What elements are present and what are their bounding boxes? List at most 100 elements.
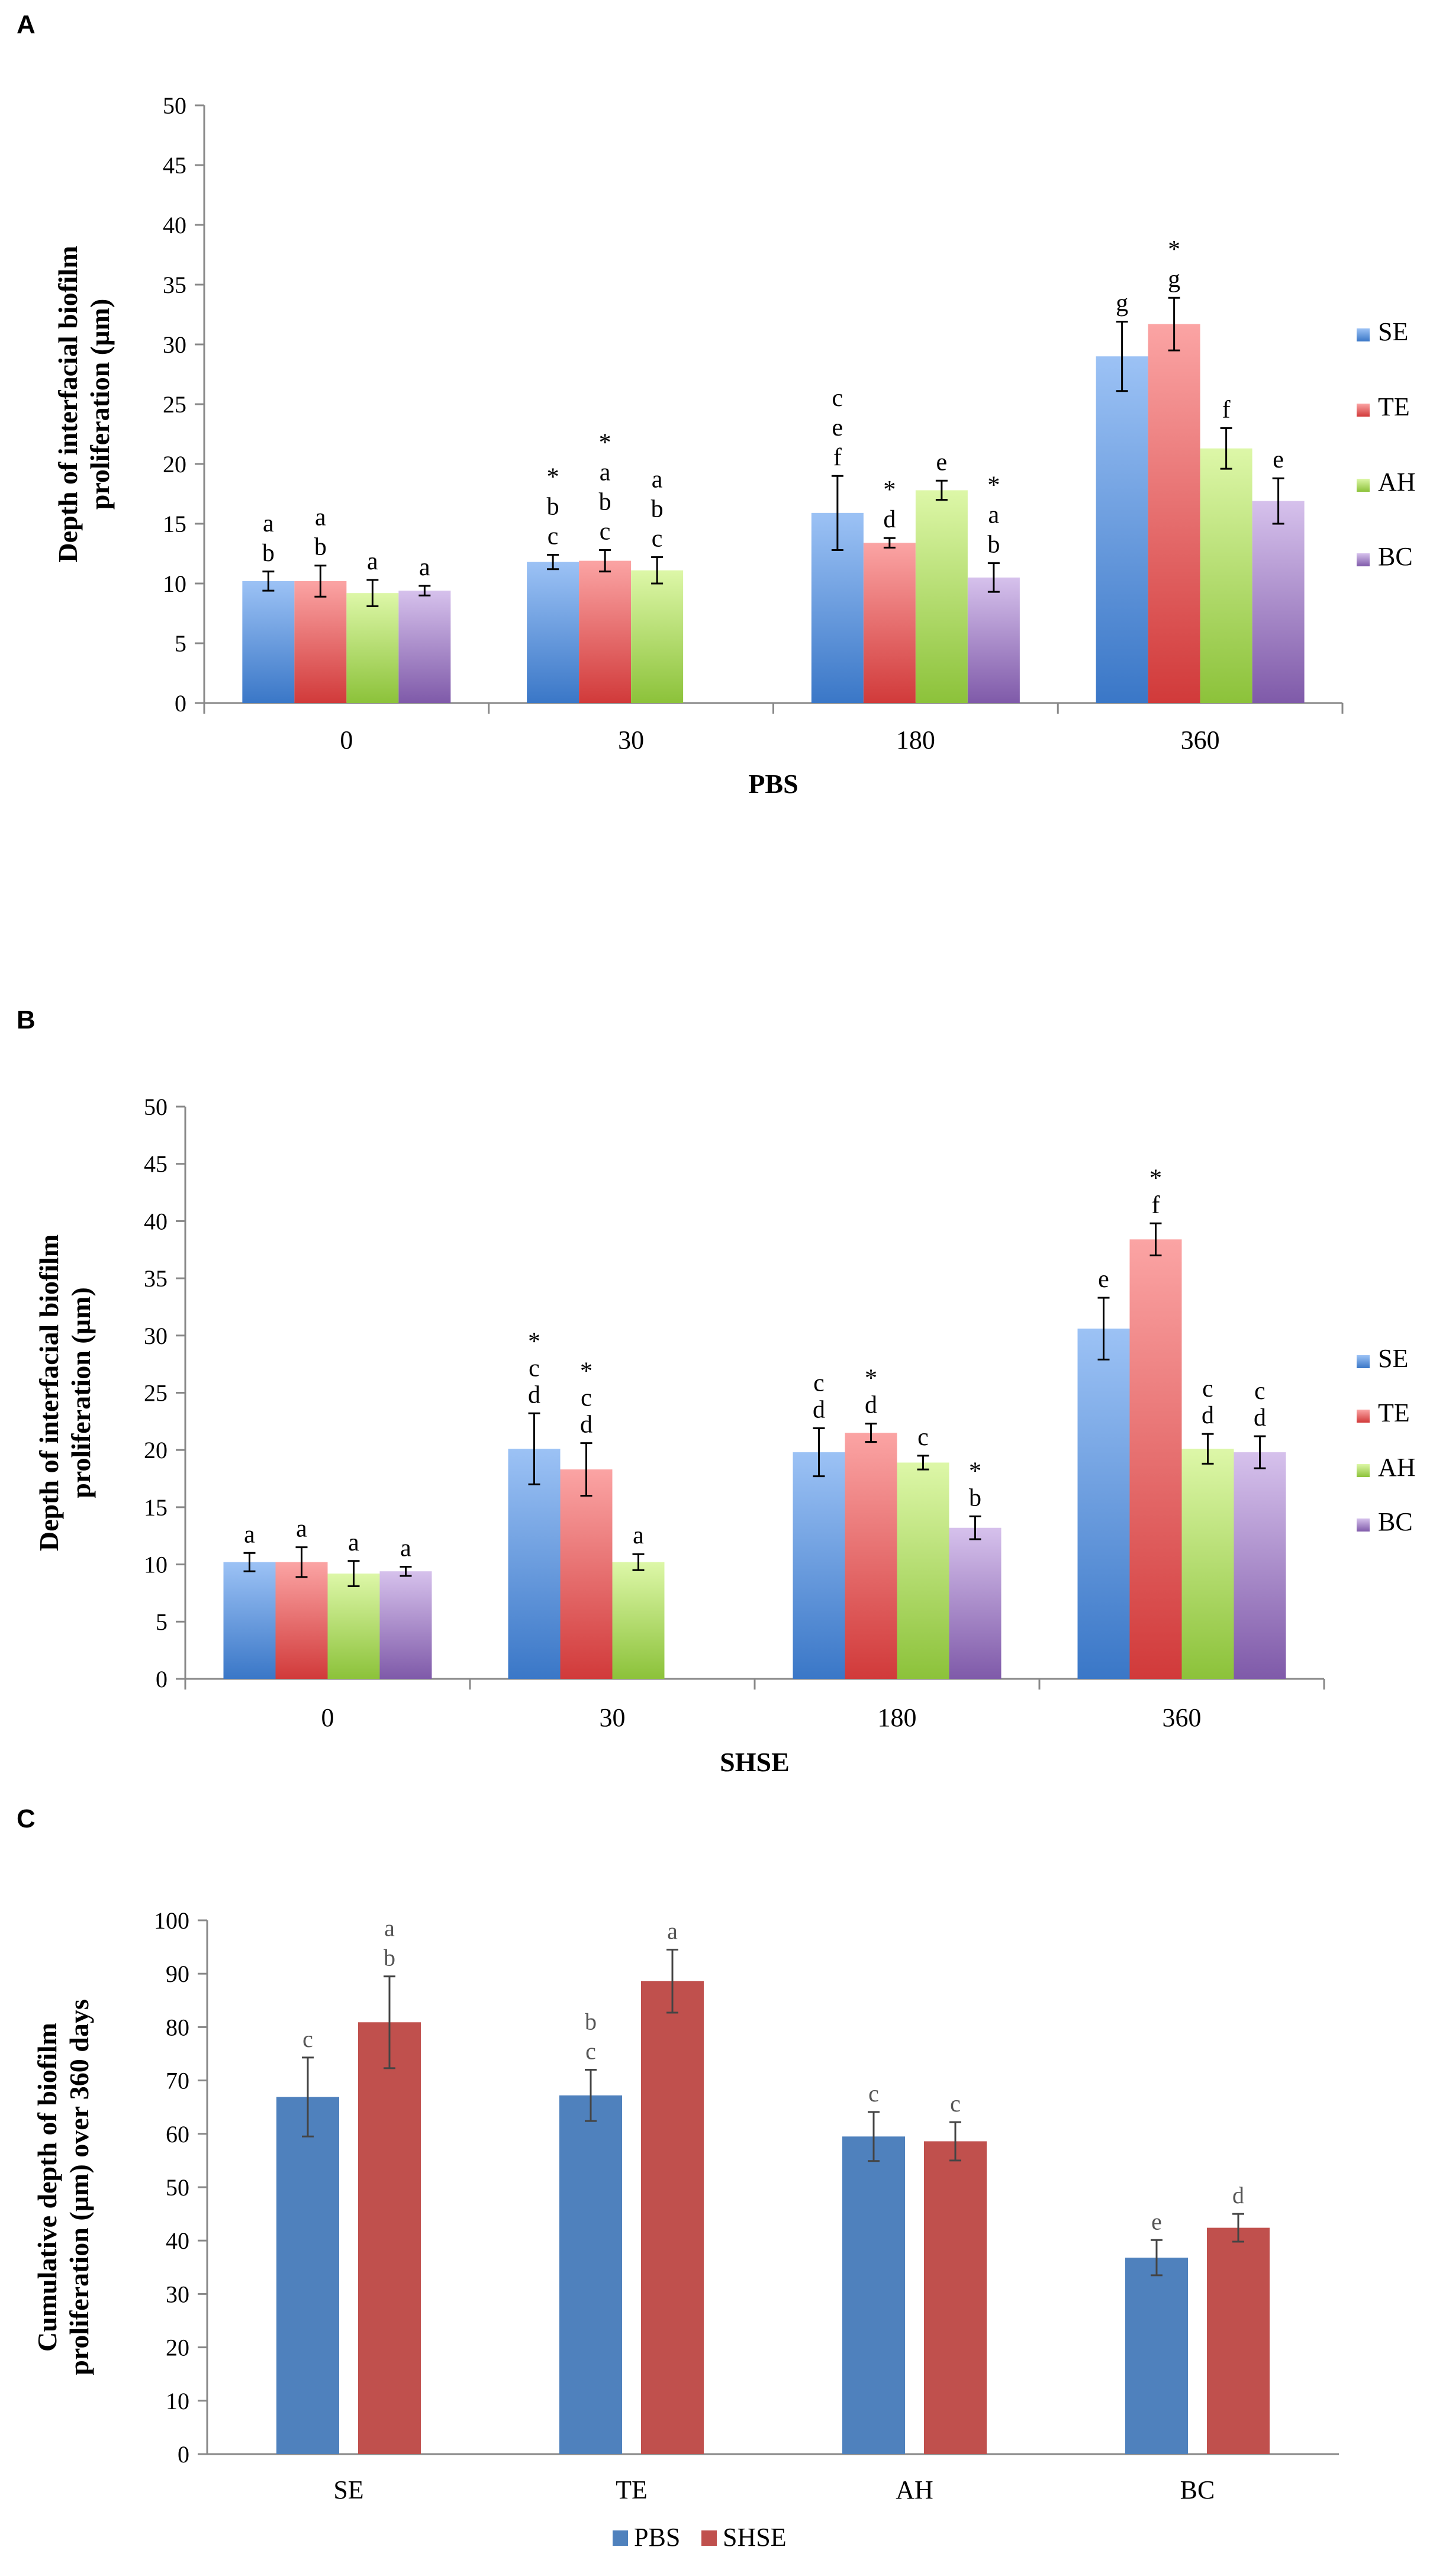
bar-TE-30 [560,1469,613,1679]
significance-label: b [987,531,1000,559]
y-axis-title: Depth of interfacial biofilmproliferatio… [53,246,115,562]
chart-panel-C: C 0 10 20 30 40 50 60 70 80 90 100 SE TE AH BC Cumulativ… [17,1804,1339,2552]
significance-label: b [969,1484,981,1511]
significance-label: b [547,494,559,521]
legend-label-TE: TE [1378,1398,1410,1427]
y-tick-label: 90 [166,1961,189,1987]
legend-swatch-PBS [613,2530,628,2546]
significance-label: c [1202,1375,1213,1403]
y-tick-label: 15 [163,511,186,537]
significance-label: * [599,429,611,456]
significance-label: a [315,504,326,531]
y-tick-label: 20 [166,2335,189,2361]
bar-BC-180 [949,1527,1002,1679]
legend-label-SE: SE [1378,317,1408,346]
significance-label: * [1168,236,1180,263]
y-tick-label: 25 [163,391,186,418]
significance-label: g [1116,290,1128,317]
x-tick-label: 30 [600,1703,626,1732]
x-tick-label: 0 [321,1703,334,1732]
significance-label: d [528,1381,540,1408]
significance-label: d [883,506,896,533]
legend-swatch-BC [1357,553,1370,566]
significance-label: c [813,1369,825,1397]
x-tick-label: 360 [1162,1703,1202,1732]
significance-label: b [651,496,664,523]
significance-label: * [580,1358,592,1385]
bar-AH-360 [1200,448,1252,703]
bar-SE-30 [508,1449,561,1679]
significance-label: * [987,472,1000,499]
significance-label: g [1168,266,1180,293]
significance-label: a [296,1516,307,1543]
bar-AH-0 [327,1574,380,1679]
significance-label: a [988,502,1000,529]
y-tick-label: 25 [144,1380,168,1407]
significance-label: a [367,548,378,575]
legend-label-AH: AH [1378,468,1416,496]
bar-TE-30 [579,560,632,703]
bar-PBS-BC [1125,2258,1188,2454]
y-tick-label: 0 [156,1666,168,1692]
significance-label: a [400,1534,411,1562]
chart-panel-A: A 0 5 10 15 20 25 30 35 40 45 50 0 30 180 360 PBS Depth o… [17,10,1416,799]
y-tick-label: 45 [163,152,186,179]
significance-label: f [833,444,842,471]
significance-label: a [244,1521,255,1548]
significance-label: c [585,2038,596,2065]
significance-label: f [1152,1191,1160,1218]
y-tick-label: 30 [163,331,186,358]
legend-swatch-AH [1357,479,1370,492]
bar-AH-180 [915,490,968,703]
legend-swatch-TE [1357,1410,1370,1423]
significance-label: a [263,510,274,537]
bar-SHSE-SE [358,2022,421,2454]
significance-label: d [580,1411,592,1439]
significance-label: a [633,1522,644,1549]
legend-swatch-AH [1357,1464,1370,1477]
x-tick-label: AH [896,2475,933,2504]
legend-label-BC: BC [1378,542,1413,571]
significance-label: c [600,518,611,545]
y-tick-label: 10 [166,2388,189,2414]
y-tick-label: 50 [166,2174,189,2201]
bar-PBS-TE [559,2095,622,2454]
y-tick-label: 10 [163,570,186,597]
x-tick-label: 0 [340,726,353,755]
bar-AH-30 [612,1562,665,1679]
significance-label: c [868,2080,879,2107]
significance-label: b [384,1945,395,1971]
y-axis-title-line: Cumulative depth of biofilm [32,2023,62,2352]
significance-label: d [1232,2182,1244,2209]
significance-label: f [1222,396,1231,423]
panel-letter: A [17,10,36,39]
significance-label: d [1254,1404,1266,1432]
bar-BC-0 [398,591,451,703]
significance-label: c [950,2090,961,2117]
bar-AH-360 [1181,1449,1234,1679]
bar-AH-0 [346,593,399,703]
x-tick-label: SE [333,2475,363,2504]
y-tick-label: 40 [144,1208,168,1234]
significance-label: c [917,1424,929,1451]
y-tick-label: 50 [163,92,186,119]
significance-label: c [302,2026,313,2052]
significance-label: d [813,1396,825,1423]
y-axis-title-line: proliferation (µm) [85,299,115,510]
bar-BC-180 [967,577,1020,703]
bar-PBS-AH [842,2136,905,2454]
y-axis-title: Depth of interfacial biofilmproliferatio… [34,1234,96,1551]
y-tick-label: 0 [178,2441,189,2468]
bar-TE-360 [1129,1239,1182,1679]
bar-SE-360 [1096,356,1148,703]
bar-SHSE-TE [641,1981,704,2454]
bar-BC-360 [1252,501,1305,703]
significance-label: * [547,464,559,491]
significance-label: c [1254,1378,1265,1405]
bar-SE-0 [242,581,295,703]
bar-SE-180 [793,1452,845,1679]
panel-letter: B [17,1005,36,1034]
y-tick-label: 40 [166,2227,189,2254]
y-tick-label: 100 [154,1907,189,1934]
